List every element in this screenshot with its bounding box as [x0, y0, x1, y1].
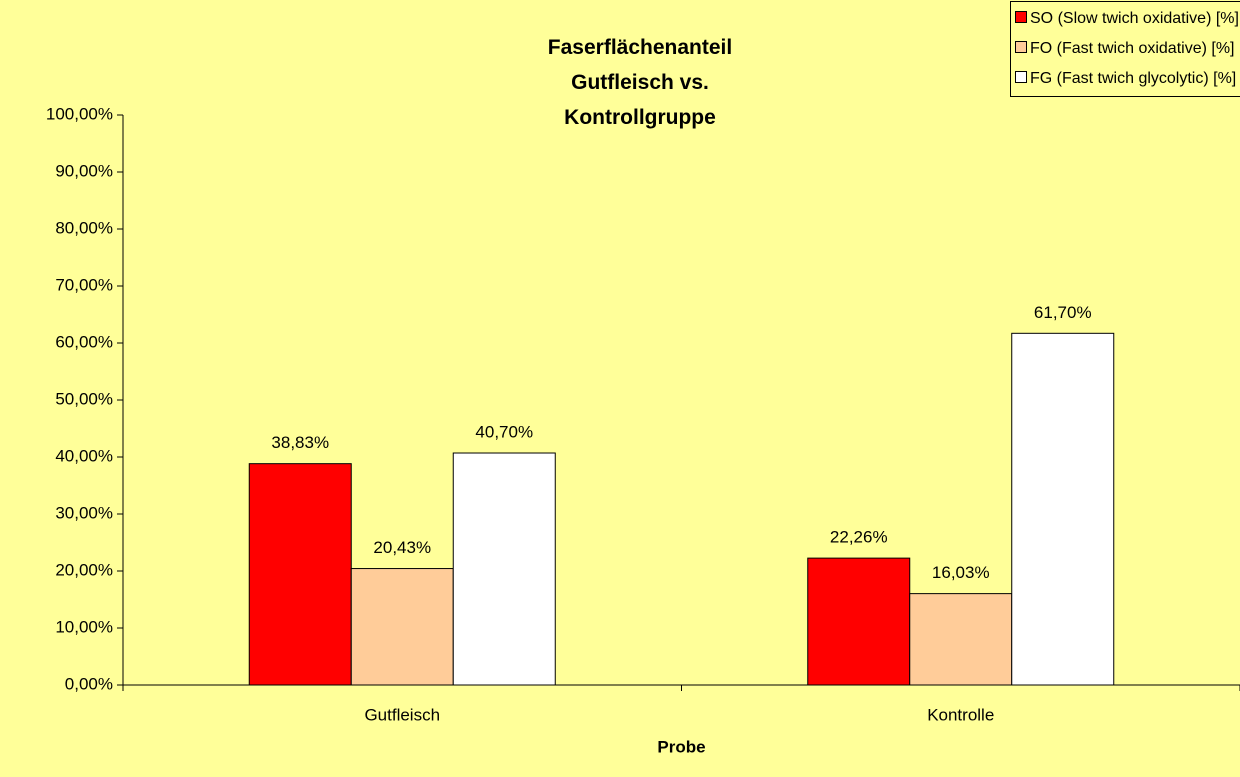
bar: [350, 568, 454, 686]
y-tick-label: 20,00%: [55, 560, 113, 579]
legend-label: SO (Slow twich oxidative) [%]: [1030, 10, 1239, 27]
y-tick-label: 80,00%: [55, 218, 113, 237]
y-tick-label: 60,00%: [55, 332, 113, 351]
data-label: 16,03%: [932, 563, 990, 582]
legend-item: FG (Fast twich glycolytic) [%]: [1015, 64, 1240, 94]
bar: [452, 452, 556, 686]
legend-swatch: [1015, 11, 1027, 23]
y-tick-label: 100,00%: [46, 104, 113, 123]
legend-item: FO (Fast twich oxidative) [%]: [1015, 34, 1240, 64]
x-tick-label: Kontrolle: [927, 705, 994, 724]
data-label: 40,70%: [475, 422, 533, 441]
legend-label: FO (Fast twich oxidative) [%]: [1030, 40, 1235, 57]
y-tick-label: 70,00%: [55, 275, 113, 294]
legend: SO (Slow twich oxidative) [%] FO (Fast tw…: [1010, 1, 1240, 97]
data-label: 61,70%: [1034, 303, 1092, 322]
legend-swatch: [1015, 41, 1027, 53]
data-label: 38,83%: [271, 433, 329, 452]
x-tick-label: Gutfleisch: [364, 705, 440, 724]
y-tick-label: 30,00%: [55, 503, 113, 522]
legend-item: SO (Slow twich oxidative) [%]: [1015, 4, 1240, 34]
bar: [807, 557, 911, 686]
y-tick-label: 50,00%: [55, 389, 113, 408]
bar: [248, 463, 352, 686]
x-axis-title: Probe: [657, 737, 705, 756]
bar: [1011, 332, 1115, 686]
chart-title: Faserflächenanteil Gutfleisch vs. Kontro…: [547, 36, 733, 129]
data-label: 20,43%: [373, 538, 431, 557]
y-tick-label: 10,00%: [55, 617, 113, 636]
legend-swatch: [1015, 71, 1027, 83]
y-tick-label: 40,00%: [55, 446, 113, 465]
y-tick-label: 0,00%: [65, 674, 113, 693]
legend-label: FG (Fast twich glycolytic) [%]: [1030, 70, 1237, 87]
bar: [909, 593, 1013, 686]
data-label: 22,26%: [830, 528, 888, 547]
y-tick-label: 90,00%: [55, 161, 113, 180]
